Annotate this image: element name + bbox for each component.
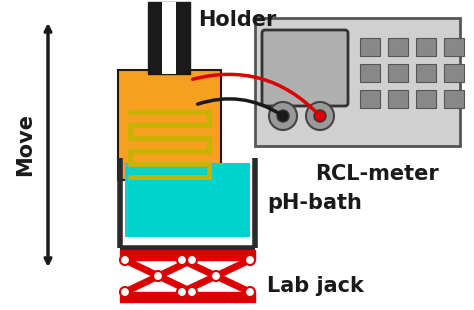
Circle shape	[269, 102, 297, 130]
Bar	[360, 38, 380, 56]
Text: pH-bath: pH-bath	[267, 193, 362, 213]
Circle shape	[211, 271, 221, 281]
Text: Lab jack: Lab jack	[267, 276, 364, 296]
Bar	[416, 64, 436, 82]
Circle shape	[120, 287, 130, 297]
Bar	[416, 38, 436, 56]
Circle shape	[277, 110, 289, 122]
Bar	[388, 64, 408, 82]
Circle shape	[306, 102, 334, 130]
Bar	[444, 64, 464, 82]
Circle shape	[245, 287, 255, 297]
Circle shape	[120, 255, 130, 265]
FancyBboxPatch shape	[262, 30, 348, 106]
Circle shape	[314, 110, 326, 122]
Bar	[118, 70, 221, 180]
Circle shape	[153, 271, 163, 281]
Bar	[255, 18, 460, 146]
Text: RCL-meter: RCL-meter	[315, 164, 439, 184]
Bar	[360, 90, 380, 108]
Circle shape	[187, 255, 197, 265]
Circle shape	[177, 287, 187, 297]
Bar	[148, 2, 190, 74]
Bar	[162, 2, 176, 74]
Text: Move: Move	[15, 113, 35, 176]
Bar	[444, 90, 464, 108]
Bar	[388, 38, 408, 56]
Bar	[388, 90, 408, 108]
Text: Holder: Holder	[198, 10, 276, 30]
Circle shape	[187, 287, 197, 297]
Bar	[120, 250, 255, 260]
Bar	[360, 64, 380, 82]
Bar	[120, 292, 255, 302]
Bar	[444, 38, 464, 56]
Circle shape	[177, 255, 187, 265]
Bar	[125, 163, 250, 237]
Circle shape	[245, 255, 255, 265]
Bar	[416, 90, 436, 108]
